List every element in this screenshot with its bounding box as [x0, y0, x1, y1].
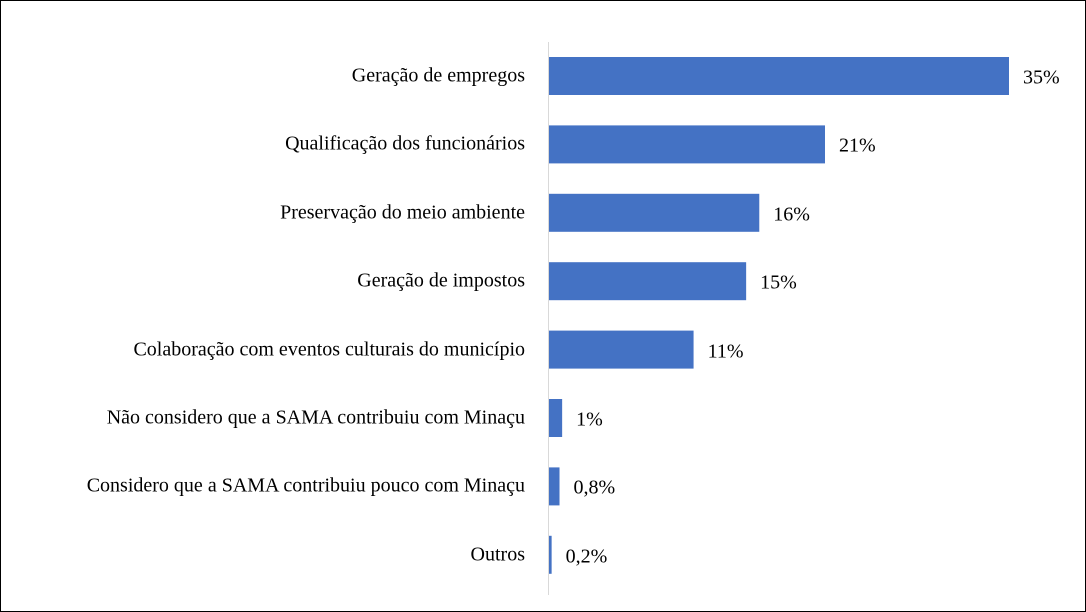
bar — [549, 57, 1009, 95]
data-label: 21% — [839, 134, 876, 157]
data-label: 16% — [773, 203, 810, 226]
data-label: 35% — [1023, 66, 1060, 89]
data-label: 15% — [760, 271, 797, 294]
bar — [549, 399, 563, 437]
bar — [549, 262, 747, 301]
bar — [549, 330, 694, 369]
category-label: Colaboração com eventos culturais do mun… — [133, 338, 525, 361]
bar — [549, 535, 552, 574]
category-label: Preservação do meio ambiente — [280, 201, 525, 224]
category-label: Não considero que a SAMA contribuiu com … — [106, 406, 525, 429]
data-label: 0,8% — [573, 476, 616, 499]
data-label: 1% — [576, 408, 603, 431]
category-label: Qualificação dos funcionários — [285, 132, 525, 155]
data-label: 11% — [707, 340, 744, 363]
category-label: Geração de impostos — [357, 269, 525, 292]
category-label: Considero que a SAMA contribuiu pouco co… — [86, 474, 525, 497]
data-label: 0,2% — [565, 545, 608, 568]
bar — [549, 193, 760, 232]
bar — [549, 467, 560, 506]
category-label: Outros — [470, 543, 525, 566]
category-label: Geração de empregos — [351, 64, 525, 87]
bar — [549, 125, 825, 164]
